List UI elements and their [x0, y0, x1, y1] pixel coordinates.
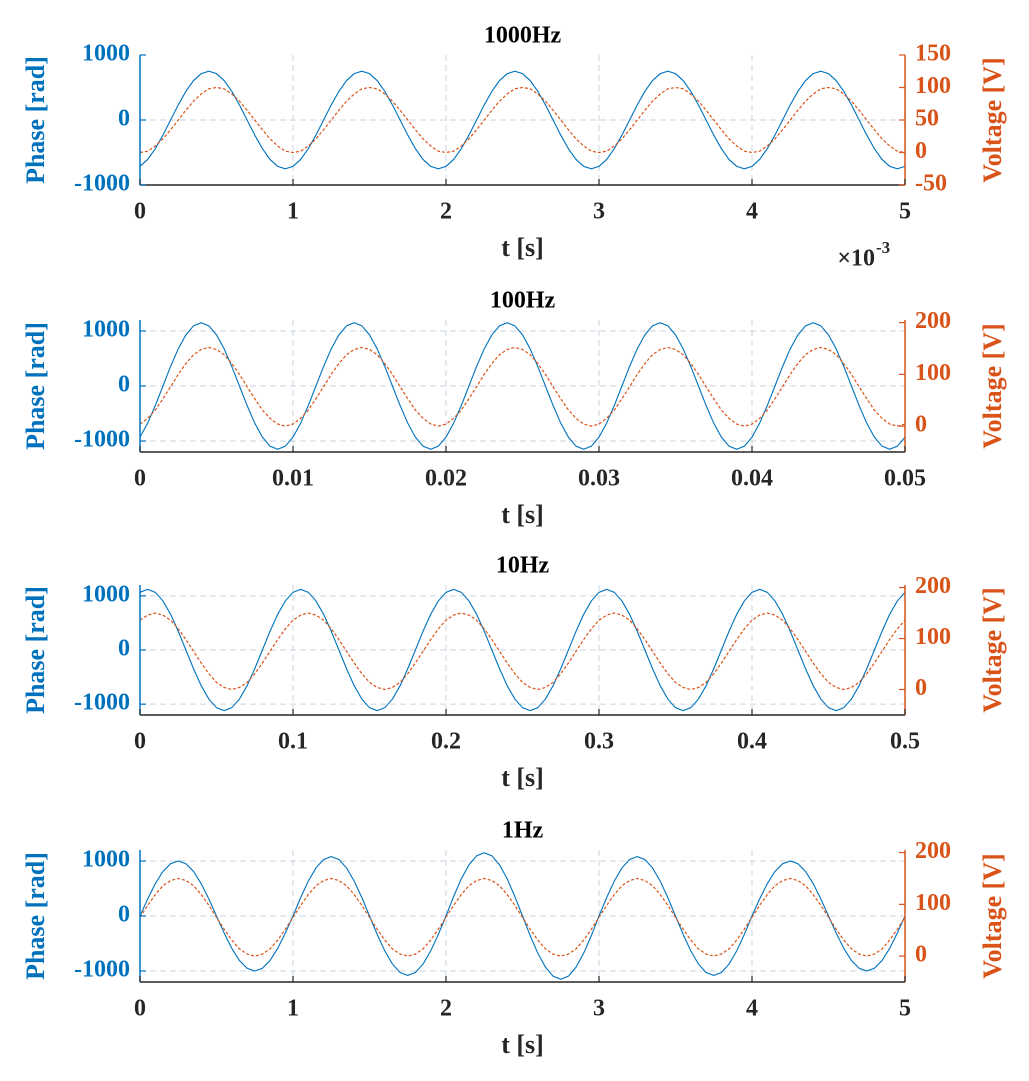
y-tick-label: 0 [118, 636, 130, 662]
y-axis-label: Phase [rad] [21, 852, 50, 980]
x-multiplier-exponent: -3 [876, 238, 890, 257]
x-axis-label: t [s] [501, 233, 544, 262]
chart-title: 10Hz [496, 553, 550, 579]
data-line [139, 877, 906, 957]
y-tick-label: 1000 [82, 317, 130, 343]
x-tick-label: 5 [899, 996, 911, 1022]
chart-title: 1Hz [502, 818, 544, 844]
x-tick-label: 0.3 [584, 729, 614, 755]
x-tick-label: 0.5 [890, 729, 920, 755]
x-tick-label: 0.01 [272, 466, 314, 492]
y2-tick-label: 0 [915, 942, 927, 968]
y2-tick-label: 150 [915, 41, 951, 67]
chart-title: 1000Hz [484, 23, 562, 49]
x-tick-label: 4 [746, 199, 758, 225]
y-tick-label: 0 [118, 106, 130, 132]
y2-axis-label: Voltage [V] [978, 323, 1007, 448]
y-tick-label: -1000 [74, 957, 130, 983]
x-tick-label: 0.04 [731, 466, 773, 492]
y2-tick-label: 200 [915, 308, 951, 334]
y-tick-label: -1000 [74, 690, 130, 716]
x-tick-label: 0.02 [425, 466, 467, 492]
x-tick-label: 3 [593, 996, 605, 1022]
x-tick-label: 0 [134, 996, 146, 1022]
x-tick-label: 0 [134, 466, 146, 492]
y2-tick-label: 0 [915, 138, 927, 164]
x-tick-label: 3 [593, 199, 605, 225]
x-axis-label: t [s] [501, 500, 544, 529]
data-line [139, 346, 906, 427]
data-line [139, 70, 906, 170]
y-axis-label: Phase [rad] [21, 56, 50, 184]
y-tick-label: 0 [118, 902, 130, 928]
data-line [139, 852, 906, 980]
y-tick-label: -1000 [74, 427, 130, 453]
y2-tick-label: 50 [915, 106, 939, 132]
x-tick-label: 0.03 [578, 466, 620, 492]
x-tick-label: 2 [440, 199, 452, 225]
x-tick-label: 0 [134, 199, 146, 225]
y2-tick-label: 100 [915, 624, 951, 650]
x-tick-label: 4 [746, 996, 758, 1022]
data-line [139, 86, 906, 154]
y-tick-label: -1000 [74, 171, 130, 197]
y2-tick-label: 100 [915, 890, 951, 916]
x-multiplier: ×10 [837, 246, 875, 272]
x-tick-label: 0.4 [737, 729, 767, 755]
x-tick-label: 2 [440, 996, 452, 1022]
x-tick-label: 0.1 [278, 729, 308, 755]
y-tick-label: 1000 [82, 581, 130, 607]
y2-tick-label: -50 [915, 171, 947, 197]
x-tick-label: 0 [134, 729, 146, 755]
data-line [139, 612, 906, 691]
y-tick-label: 0 [118, 372, 130, 398]
data-line [139, 588, 906, 712]
y-tick-label: 1000 [82, 847, 130, 873]
x-axis-label: t [s] [501, 1030, 544, 1059]
chart-title: 100Hz [490, 288, 556, 314]
y-axis-label: Phase [rad] [21, 586, 50, 714]
x-tick-label: 1 [287, 199, 299, 225]
y-axis-label: Phase [rad] [21, 322, 50, 450]
x-tick-label: 5 [899, 199, 911, 225]
y2-tick-label: 100 [915, 73, 951, 99]
y2-tick-label: 200 [915, 573, 951, 599]
y-tick-label: 1000 [82, 41, 130, 67]
y2-tick-label: 0 [915, 675, 927, 701]
x-axis-label: t [s] [501, 763, 544, 792]
x-tick-label: 1 [287, 996, 299, 1022]
y2-tick-label: 100 [915, 360, 951, 386]
y2-tick-label: 200 [915, 838, 951, 864]
y2-tick-label: 0 [915, 412, 927, 438]
y2-axis-label: Voltage [V] [978, 57, 1007, 182]
x-tick-label: 0.05 [884, 466, 926, 492]
data-line [139, 322, 906, 450]
y2-axis-label: Voltage [V] [978, 853, 1007, 978]
x-tick-label: 0.2 [431, 729, 461, 755]
y2-axis-label: Voltage [V] [978, 587, 1007, 712]
